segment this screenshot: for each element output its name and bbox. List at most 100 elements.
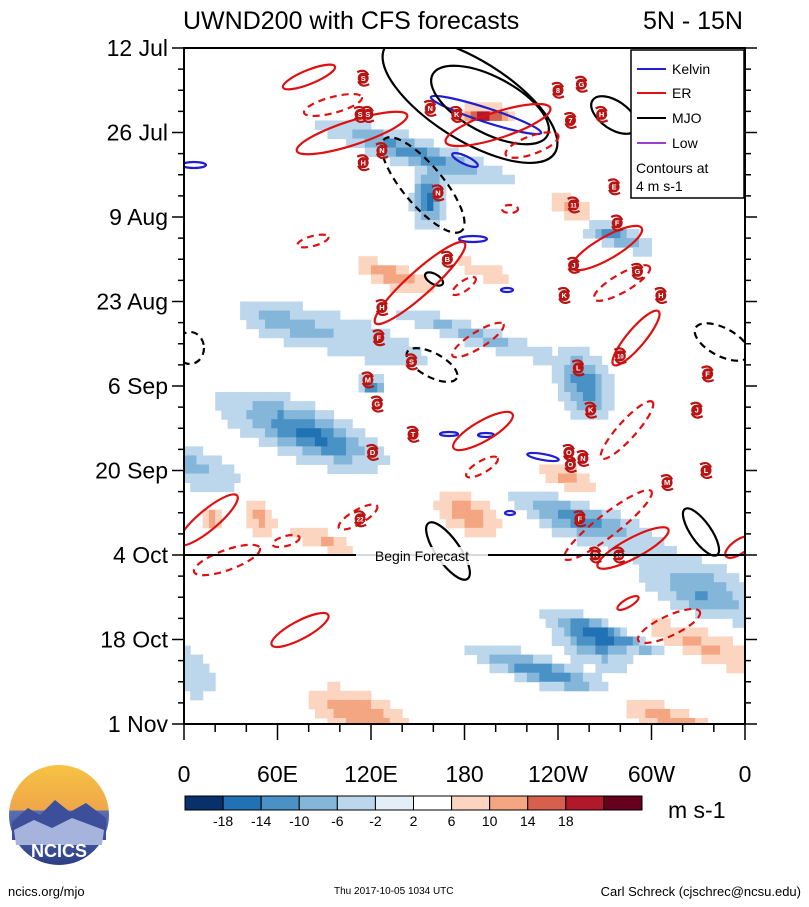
colorbar-label: 2	[410, 813, 418, 829]
storm-icon	[431, 184, 445, 202]
storm-dot	[575, 78, 587, 90]
storm-marker: D	[366, 443, 380, 461]
storm-label: D	[370, 448, 376, 457]
storm-label: H	[379, 303, 384, 312]
kelvin-contour	[457, 234, 489, 244]
chart-region: 5N - 15N	[643, 7, 743, 35]
storm-dot	[655, 289, 667, 301]
storm-icon	[612, 546, 626, 564]
storm-marker: H	[595, 105, 609, 123]
storm-icon	[690, 401, 704, 419]
x-tick-label: 0	[178, 761, 191, 787]
x-tick-label: 60E	[257, 761, 298, 787]
x-tick-label: 120E	[344, 761, 398, 787]
storm-marker: S	[356, 69, 370, 87]
storm-marker: F	[701, 365, 715, 383]
er-contour-dashed	[451, 275, 477, 297]
storm-label: S	[365, 110, 370, 119]
storm-marker: O	[563, 455, 577, 474]
storm-label: F	[615, 219, 620, 228]
storm-dot	[661, 477, 673, 489]
y-tick-label: 18 Oct	[100, 627, 168, 653]
storm-dot	[574, 513, 586, 525]
storm-dot	[563, 446, 575, 458]
er-contour	[270, 611, 330, 649]
storm-marker: N	[431, 184, 445, 202]
storm-icon	[660, 474, 674, 492]
storm-dot	[357, 72, 369, 84]
colorbar-swatch	[298, 795, 338, 811]
forecast-label-bg	[356, 547, 488, 565]
er-contour	[444, 102, 552, 148]
er-contour-dashed	[271, 533, 301, 549]
storm-icon	[573, 510, 587, 528]
colorbar-label: -14	[251, 813, 271, 829]
storm-marker: K	[450, 105, 464, 123]
storm-label: H	[360, 158, 365, 167]
storm-label: M	[365, 376, 371, 385]
storm-icon	[375, 298, 389, 317]
storm-label: N	[580, 454, 585, 463]
legend: Kelvin ER MJO Low Contours at 4 m s-1	[630, 49, 745, 199]
colorbar-label: 10	[482, 813, 498, 829]
storm-icon	[630, 262, 644, 280]
footer-site[interactable]: ncics.org/mjo	[8, 884, 85, 899]
legend-er-label: ER	[672, 85, 691, 101]
er-contour-dashed	[500, 203, 520, 215]
storm-dot	[451, 108, 463, 120]
storm-marker: 7	[563, 111, 577, 129]
storm-marker: K	[584, 401, 598, 419]
er-contour	[724, 535, 745, 559]
legend-mjo-label: MJO	[672, 110, 702, 126]
storm-marker: L	[571, 359, 585, 377]
storm-dot	[362, 108, 374, 120]
storm-icon	[574, 75, 588, 93]
er-contour-dashed	[465, 455, 499, 479]
storm-label: G	[578, 80, 584, 89]
colorbar-swatch	[222, 795, 262, 811]
storm-label: N	[428, 104, 433, 113]
storm-marker: T	[406, 425, 420, 443]
storm-marker: S	[405, 353, 419, 371]
storm-label: N	[379, 146, 384, 155]
storm-dot	[407, 428, 419, 440]
storm-icon	[366, 443, 380, 461]
storm-marker: G	[630, 262, 644, 280]
mjo-contour-dashed	[184, 330, 206, 366]
er-contour	[611, 309, 661, 367]
storm-dot	[376, 302, 388, 314]
mjo-contour-dashed	[405, 347, 459, 383]
storm-icon	[584, 401, 598, 419]
storm-icon	[610, 214, 624, 232]
storm-icon	[361, 371, 375, 389]
storm-dot	[577, 452, 589, 464]
storm-marker: N	[375, 142, 389, 160]
storm-icon	[571, 359, 585, 377]
colorbar-swatch	[184, 795, 224, 811]
storm-dot	[406, 356, 418, 368]
y-tick-label: 9 Aug	[109, 204, 168, 230]
storm-label: K	[454, 110, 460, 119]
er-contour	[295, 110, 409, 156]
storm-icon	[701, 365, 715, 383]
storm-marker: H	[654, 286, 668, 305]
storm-marker: F	[372, 329, 386, 347]
storm-icon	[699, 461, 713, 480]
storm-dot	[564, 458, 576, 470]
y-tick-label: 6 Sep	[108, 373, 168, 399]
storm-icon	[607, 178, 621, 196]
storm-dot	[441, 253, 453, 265]
anomaly-field	[184, 102, 745, 724]
er-contour-dashed	[599, 400, 655, 460]
x-tick-label: 0	[739, 761, 752, 787]
storm-label: H	[658, 291, 663, 300]
storm-marker: M	[660, 474, 674, 492]
er-contour-dashed	[563, 488, 653, 562]
storm-icon	[356, 69, 370, 87]
storm-icon	[356, 154, 370, 172]
footer-timestamp: Thu 2017-10-05 1034 UTC	[334, 886, 454, 897]
axes: 12 Jul 26 Jul 9 Aug 23 Aug 6 Sep 20 Sep 4 Oct 1…	[95, 35, 757, 787]
storm-marker: F	[610, 214, 624, 232]
storm-icon	[551, 81, 565, 99]
